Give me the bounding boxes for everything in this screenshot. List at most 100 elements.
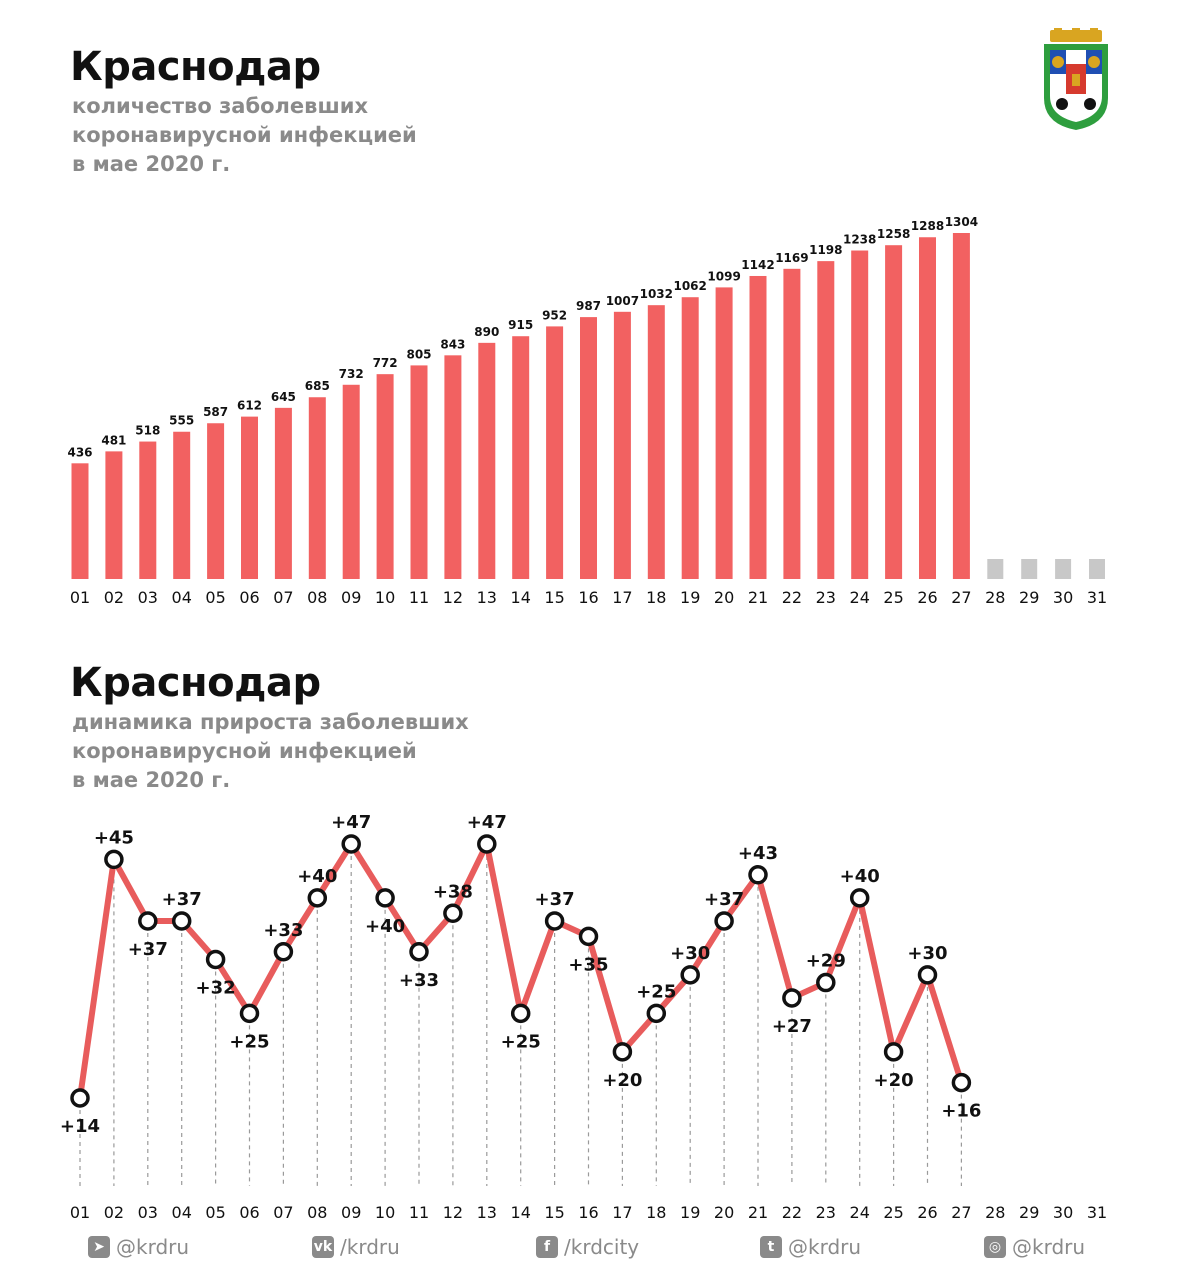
x-tick-label: 15: [544, 588, 564, 607]
bar-value-label: 915: [508, 318, 533, 332]
x-tick-label: 07: [273, 1203, 293, 1222]
krasnodar-coat-of-arms-logo: [1044, 28, 1108, 130]
bar-value-label: 987: [576, 299, 601, 313]
bar: [681, 297, 699, 579]
footer-instagram[interactable]: ◎ @krdru: [984, 1232, 1085, 1262]
x-tick-label: 17: [612, 588, 632, 607]
bar-value-label: 481: [101, 433, 126, 447]
footer-handle: /krdru: [340, 1235, 400, 1259]
bar-value-label: 1142: [741, 258, 774, 272]
bar: [410, 365, 428, 579]
x-tick-label: 06: [239, 588, 259, 607]
x-tick-label: 29: [1019, 1203, 1039, 1222]
point-value-label: +29: [806, 951, 846, 972]
bar: [71, 463, 89, 579]
bar: [444, 355, 462, 579]
x-tick-label: 29: [1019, 588, 1039, 607]
x-tick-label: 05: [205, 1203, 225, 1222]
data-point-marker: [205, 949, 226, 970]
x-tick-label: 23: [816, 1203, 836, 1222]
bar-value-label: 685: [305, 379, 330, 393]
data-point-marker: [748, 865, 768, 885]
data-point-marker: [409, 942, 429, 962]
point-value-label: +25: [636, 981, 676, 1002]
bar-value-label: 1007: [606, 294, 639, 308]
bar-value-label: 843: [440, 337, 465, 351]
point-value-label: +47: [467, 812, 507, 833]
line-chart-subtitle-line: динамика прироста заболевших: [72, 710, 469, 734]
bar-value-label: 1062: [673, 279, 706, 293]
footer-handle: @krdru: [116, 1235, 190, 1259]
bar: [885, 245, 903, 580]
x-tick-label: 08: [307, 1203, 327, 1222]
x-tick-label: 12: [443, 588, 463, 607]
placeholder-bar: [987, 559, 1004, 579]
bar-value-label: 890: [474, 325, 499, 339]
bar: [512, 336, 530, 579]
bar-value-label: 612: [237, 399, 262, 413]
point-value-label: +20: [602, 1070, 642, 1091]
x-tick-label: 31: [1087, 1203, 1107, 1222]
bar-value-label: 436: [67, 445, 92, 459]
point-value-label: +37: [128, 939, 168, 960]
x-tick-label: 13: [477, 588, 497, 607]
data-point-marker: [171, 911, 192, 931]
point-value-label: +38: [433, 881, 473, 902]
bar: [546, 326, 564, 579]
bar-value-label: 518: [135, 424, 160, 438]
data-point-marker: [917, 965, 938, 985]
x-tick-label: 22: [782, 588, 802, 607]
line-chart-subtitle: динамика прироста заболевших коронавирус…: [72, 708, 469, 795]
bar: [274, 407, 292, 579]
bar-value-label: 1258: [877, 227, 910, 241]
x-tick-label: 06: [239, 1203, 259, 1222]
footer-telegram[interactable]: ➤ @krdru: [88, 1232, 189, 1262]
data-point-marker: [273, 942, 294, 962]
line-chart-title: Краснодар: [70, 660, 321, 706]
bar: [783, 268, 801, 579]
x-tick-label: 03: [138, 588, 158, 607]
bar-value-label: 805: [406, 347, 431, 361]
data-point-marker: [578, 926, 599, 947]
telegram-icon: ➤: [88, 1236, 110, 1258]
data-point-marker: [70, 1088, 90, 1108]
footer-handle: /krdcity: [564, 1235, 640, 1259]
data-point-marker: [138, 911, 158, 931]
footer-vk[interactable]: vk /krdru: [312, 1232, 400, 1262]
bar: [308, 397, 326, 579]
x-tick-label: 28: [985, 1203, 1005, 1222]
x-tick-label: 12: [443, 1203, 463, 1222]
bar-value-label: 1099: [707, 269, 740, 283]
x-tick-label: 18: [646, 588, 666, 607]
bar: [647, 305, 665, 579]
x-tick-label: 10: [375, 588, 395, 607]
bar: [105, 451, 123, 579]
data-point-marker: [816, 972, 836, 993]
data-point-marker: [341, 834, 361, 854]
bar-chart-subtitle: количество заболевших коронавирусной инф…: [72, 92, 417, 179]
data-point-marker: [477, 834, 497, 854]
x-tick-label: 09: [341, 1203, 361, 1222]
x-tick-label: 25: [883, 1203, 903, 1222]
point-value-label: +33: [399, 970, 439, 991]
point-value-label: +40: [297, 866, 337, 887]
bar: [207, 423, 225, 579]
placeholder-bar: [1055, 559, 1072, 579]
x-tick-label: 16: [578, 588, 598, 607]
x-tick-label: 20: [714, 1203, 734, 1222]
point-value-label: +25: [229, 1031, 269, 1052]
data-point-marker: [782, 988, 802, 1008]
bar-value-label: 952: [542, 308, 567, 322]
x-tick-label: 26: [917, 1203, 937, 1222]
x-tick-label: 04: [172, 1203, 192, 1222]
twitter-icon: t: [760, 1236, 782, 1258]
x-tick-label: 01: [70, 1203, 90, 1222]
footer-handle: @krdru: [1012, 1235, 1086, 1259]
cumulative-cases-bar-chart: 436 01 481 02 518 03 555 04 587 05 612 06 645 07 685 08…: [67, 215, 1107, 607]
footer-facebook[interactable]: f /krdcity: [536, 1232, 639, 1262]
x-tick-label: 11: [409, 1203, 429, 1222]
footer-twitter[interactable]: t @krdru: [760, 1232, 861, 1262]
point-value-label: +27: [772, 1016, 812, 1037]
point-value-label: +45: [94, 827, 134, 848]
x-tick-label: 30: [1053, 1203, 1073, 1222]
